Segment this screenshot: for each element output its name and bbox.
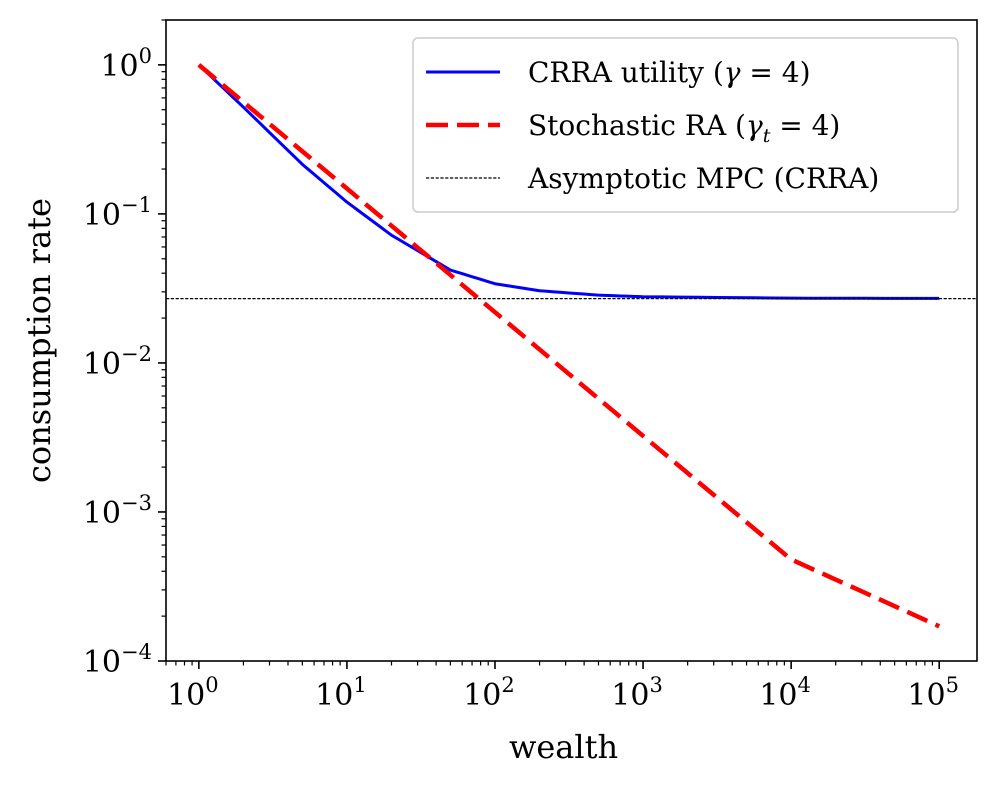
x-tick-label: 100 bbox=[167, 673, 219, 713]
legend-box bbox=[412, 37, 959, 213]
plot-frame bbox=[165, 19, 978, 662]
x-tick-label: 105 bbox=[907, 673, 959, 713]
x-tick-label: 102 bbox=[463, 673, 515, 713]
x-tick-label: 103 bbox=[611, 673, 663, 713]
series-group bbox=[166, 63, 977, 629]
series-line-stochastic-ra bbox=[197, 63, 941, 629]
y-axis-title: consumption rate bbox=[20, 198, 58, 483]
axes: 100 101 102 103 104 105 100 10−1 10−2 10−3 10−4 bbox=[83, 19, 978, 713]
x-tick-label: 101 bbox=[315, 673, 367, 713]
x-axis-title: wealth bbox=[509, 728, 618, 766]
legend-label: Stochastic RA (γt = 4) bbox=[528, 109, 840, 147]
series-line-crra bbox=[197, 63, 940, 300]
legend-label: CRRA utility (γ = 4) bbox=[528, 56, 811, 89]
plot-area bbox=[166, 63, 977, 629]
y-tick-label: 100 bbox=[100, 44, 152, 84]
legend-label: Asymptotic MPC (CRRA) bbox=[527, 162, 879, 195]
y-tick-label: 10−2 bbox=[83, 342, 152, 382]
y-tick-label: 10−3 bbox=[83, 491, 152, 531]
y-tick-label: 10−1 bbox=[83, 193, 152, 233]
x-tick-label: 104 bbox=[759, 673, 811, 713]
legend: CRRA utility (γ = 4) Stochastic RA (γt = … bbox=[412, 37, 959, 213]
y-tick-label: 10−4 bbox=[83, 640, 152, 680]
